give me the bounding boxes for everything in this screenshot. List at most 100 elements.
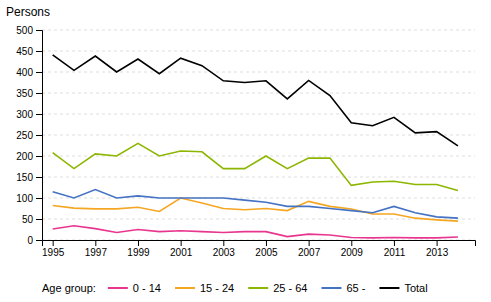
grid-line — [42, 135, 475, 136]
legend-swatch — [108, 287, 128, 289]
tick-mark — [181, 240, 182, 246]
legend-item: 65 - — [321, 282, 365, 294]
grid — [42, 30, 475, 240]
tick: 2013 — [426, 240, 449, 258]
legend-title: Age group: — [42, 282, 96, 294]
axis-line — [43, 241, 476, 247]
legend-item: Total — [379, 282, 427, 294]
tick: 150 — [16, 172, 42, 183]
tick-label: 450 — [16, 46, 33, 57]
tick: 1999 — [127, 240, 150, 258]
series-line — [53, 55, 458, 146]
tick-label: 1997 — [85, 247, 108, 258]
tick-mark — [36, 135, 42, 136]
tick-label: 1999 — [127, 247, 150, 258]
tick: 450 — [16, 46, 42, 57]
tick-mark — [36, 177, 42, 178]
tick-mark — [36, 240, 42, 241]
tick-mark — [36, 30, 42, 31]
tick: 0 — [27, 235, 42, 246]
tick-label: 50 — [22, 214, 34, 225]
tick-mark — [95, 240, 96, 246]
legend-label: 15 - 24 — [200, 282, 234, 294]
tick: 300 — [16, 109, 42, 120]
legend-label: 65 - — [346, 282, 365, 294]
tick-label: 2001 — [170, 247, 193, 258]
tick-label: 2003 — [213, 247, 236, 258]
tick-mark — [309, 240, 310, 246]
legend-label: 0 - 14 — [133, 282, 161, 294]
series-line — [53, 226, 458, 238]
tick-label: 500 — [16, 25, 33, 36]
tick: 2005 — [255, 240, 278, 258]
grid-line — [42, 177, 475, 178]
grid-line — [42, 114, 475, 115]
tick-mark — [138, 240, 139, 246]
tick: 2003 — [213, 240, 236, 258]
tick-mark — [266, 240, 267, 246]
legend-swatch — [248, 287, 268, 289]
tick-label: 2005 — [255, 247, 278, 258]
tick-label: 350 — [16, 88, 33, 99]
tick-mark — [351, 240, 352, 246]
tick: 200 — [16, 151, 42, 162]
tick: 2011 — [384, 240, 406, 258]
legend-item: 25 - 64 — [248, 282, 307, 294]
tick-mark — [36, 156, 42, 157]
legend-item: 15 - 24 — [175, 282, 234, 294]
series-line — [53, 143, 458, 190]
tick-mark — [36, 51, 42, 52]
y-axis: 0 50 100 150 200 250 300 350 400 450 500 — [16, 25, 42, 246]
tick: 400 — [16, 67, 42, 78]
tick: 100 — [16, 193, 42, 204]
tick: 2009 — [341, 240, 364, 258]
tick-label: 1995 — [42, 247, 65, 258]
tick-mark — [36, 114, 42, 115]
tick-label: 100 — [16, 193, 33, 204]
tick-mark — [36, 219, 42, 220]
legend-swatch — [321, 287, 341, 289]
tick: 50 — [22, 214, 42, 225]
tick: 350 — [16, 88, 42, 99]
grid-line — [42, 30, 475, 31]
tick: 1995 — [42, 240, 65, 258]
series-line — [53, 190, 458, 219]
tick-label: 2009 — [341, 247, 364, 258]
tick-mark — [53, 240, 54, 246]
tick: 1997 — [85, 240, 108, 258]
tick-label: 400 — [16, 67, 33, 78]
legend-label: 25 - 64 — [273, 282, 307, 294]
x-axis: 1995 1997 1999 2001 2003 2005 2007 2009 2011 2013 — [42, 240, 475, 258]
tick-label: 0 — [27, 235, 33, 246]
tick: 250 — [16, 130, 42, 141]
tick-mark — [437, 240, 438, 246]
tick-label: 250 — [16, 130, 33, 141]
grid-line — [42, 51, 475, 52]
tick-mark — [36, 93, 42, 94]
legend-label: Total — [404, 282, 427, 294]
tick-label: 2011 — [384, 247, 406, 258]
tick-mark — [36, 72, 42, 73]
lines — [53, 55, 458, 238]
tick-label: 150 — [16, 172, 33, 183]
tick-mark — [394, 240, 395, 246]
grid-line — [42, 219, 475, 220]
grid-line — [42, 198, 475, 199]
grid-line — [42, 93, 475, 94]
chart: 1995 1997 1999 2001 2003 2005 2007 2009 2011 2013… — [0, 0, 491, 302]
legend-swatch — [379, 287, 399, 289]
tick-mark — [223, 240, 224, 246]
tick-label: 200 — [16, 151, 33, 162]
y-label: Persons — [6, 5, 50, 19]
tick: 2001 — [170, 240, 193, 258]
tick-label: 2013 — [426, 247, 449, 258]
legend-item: 0 - 14 — [108, 282, 161, 294]
tick: 2007 — [298, 240, 321, 258]
tick-mark — [36, 198, 42, 199]
legend-swatch — [175, 287, 195, 289]
tick-label: 2007 — [298, 247, 321, 258]
legend: Age group: 0 - 14 15 - 24 25 - 64 65 - Total — [42, 282, 428, 294]
grid-line — [42, 72, 475, 73]
tick: 500 — [16, 25, 42, 36]
tick-label: 300 — [16, 109, 33, 120]
